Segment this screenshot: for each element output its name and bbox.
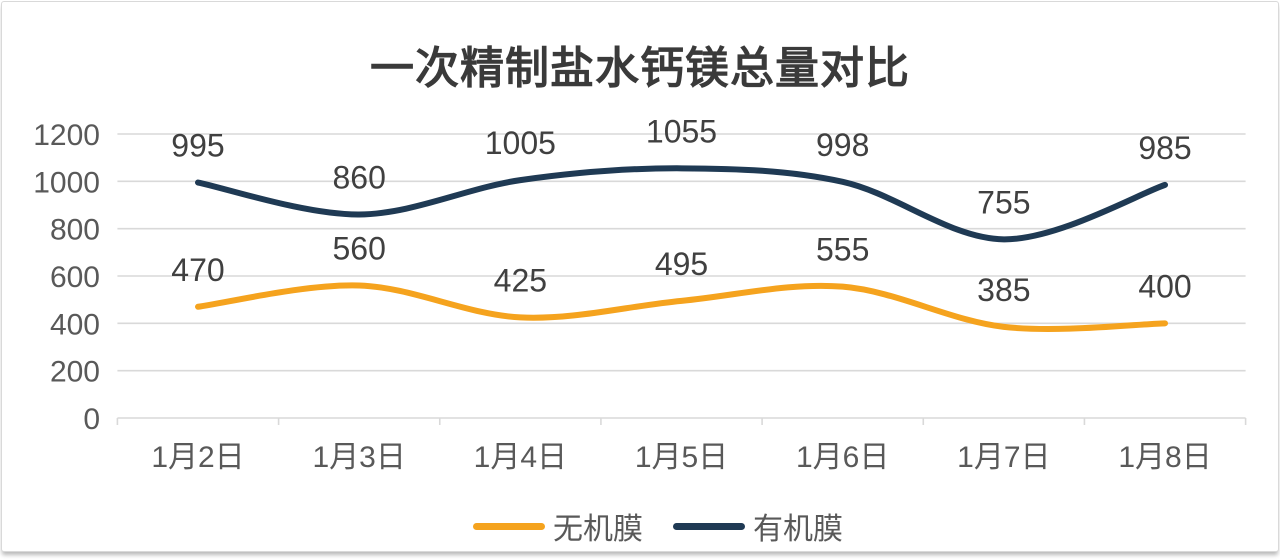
data-label-series-0: 470 bbox=[171, 252, 224, 288]
x-axis-label: 1月8日 bbox=[1118, 441, 1211, 474]
y-axis-label: 800 bbox=[50, 214, 100, 247]
chart-svg: 0 200 400 600 800 1000 1200 1月2日 1月3日 1月4日 1月5日 1月6… bbox=[33, 113, 1247, 474]
data-label-series-0: 555 bbox=[816, 232, 869, 268]
x-axis-label: 1月4日 bbox=[474, 441, 567, 474]
data-label-series-1: 755 bbox=[977, 184, 1030, 220]
y-axis-label: 1000 bbox=[33, 166, 100, 199]
legend-item-0: 无机膜 bbox=[473, 504, 643, 548]
x-axis-label: 1月6日 bbox=[796, 441, 889, 474]
chart-title: 一次精制盐水钙镁总量对比 bbox=[370, 44, 910, 93]
data-label-series-1: 1055 bbox=[646, 113, 717, 149]
data-label-series-0: 425 bbox=[494, 262, 547, 298]
data-label-series-0: 495 bbox=[655, 246, 708, 282]
y-axis-label: 1200 bbox=[33, 119, 100, 152]
chart-legend: 无机膜 有机膜 bbox=[473, 504, 843, 548]
data-label-series-0: 560 bbox=[332, 230, 385, 266]
data-label-series-1: 1005 bbox=[485, 125, 556, 161]
x-axis-label: 1月7日 bbox=[957, 441, 1050, 474]
series-line-1 bbox=[195, 165, 1169, 243]
data-label-series-1: 860 bbox=[332, 159, 385, 195]
data-label-series-0: 400 bbox=[1138, 268, 1191, 304]
legend-item-1: 有机膜 bbox=[673, 504, 843, 548]
data-label-series-0: 385 bbox=[977, 272, 1030, 308]
data-label-series-1: 995 bbox=[171, 128, 224, 164]
legend-label-1: 有机膜 bbox=[753, 513, 843, 546]
y-axis-label: 0 bbox=[83, 403, 100, 436]
legend-line-swatch-1 bbox=[673, 522, 745, 530]
data-label-series-1: 998 bbox=[816, 127, 869, 163]
x-axis-label: 1月5日 bbox=[635, 441, 728, 474]
y-axis-label: 600 bbox=[50, 261, 100, 294]
legend-line-swatch-0 bbox=[473, 522, 545, 530]
y-axis-label: 400 bbox=[50, 308, 100, 341]
data-label-series-1: 985 bbox=[1138, 130, 1191, 166]
legend-label-0: 无机膜 bbox=[553, 513, 643, 546]
x-axis-label: 1月2日 bbox=[151, 441, 244, 474]
x-axis-label: 1月3日 bbox=[312, 441, 405, 474]
y-axis-label: 200 bbox=[50, 356, 100, 389]
series-line-0 bbox=[195, 282, 1169, 332]
